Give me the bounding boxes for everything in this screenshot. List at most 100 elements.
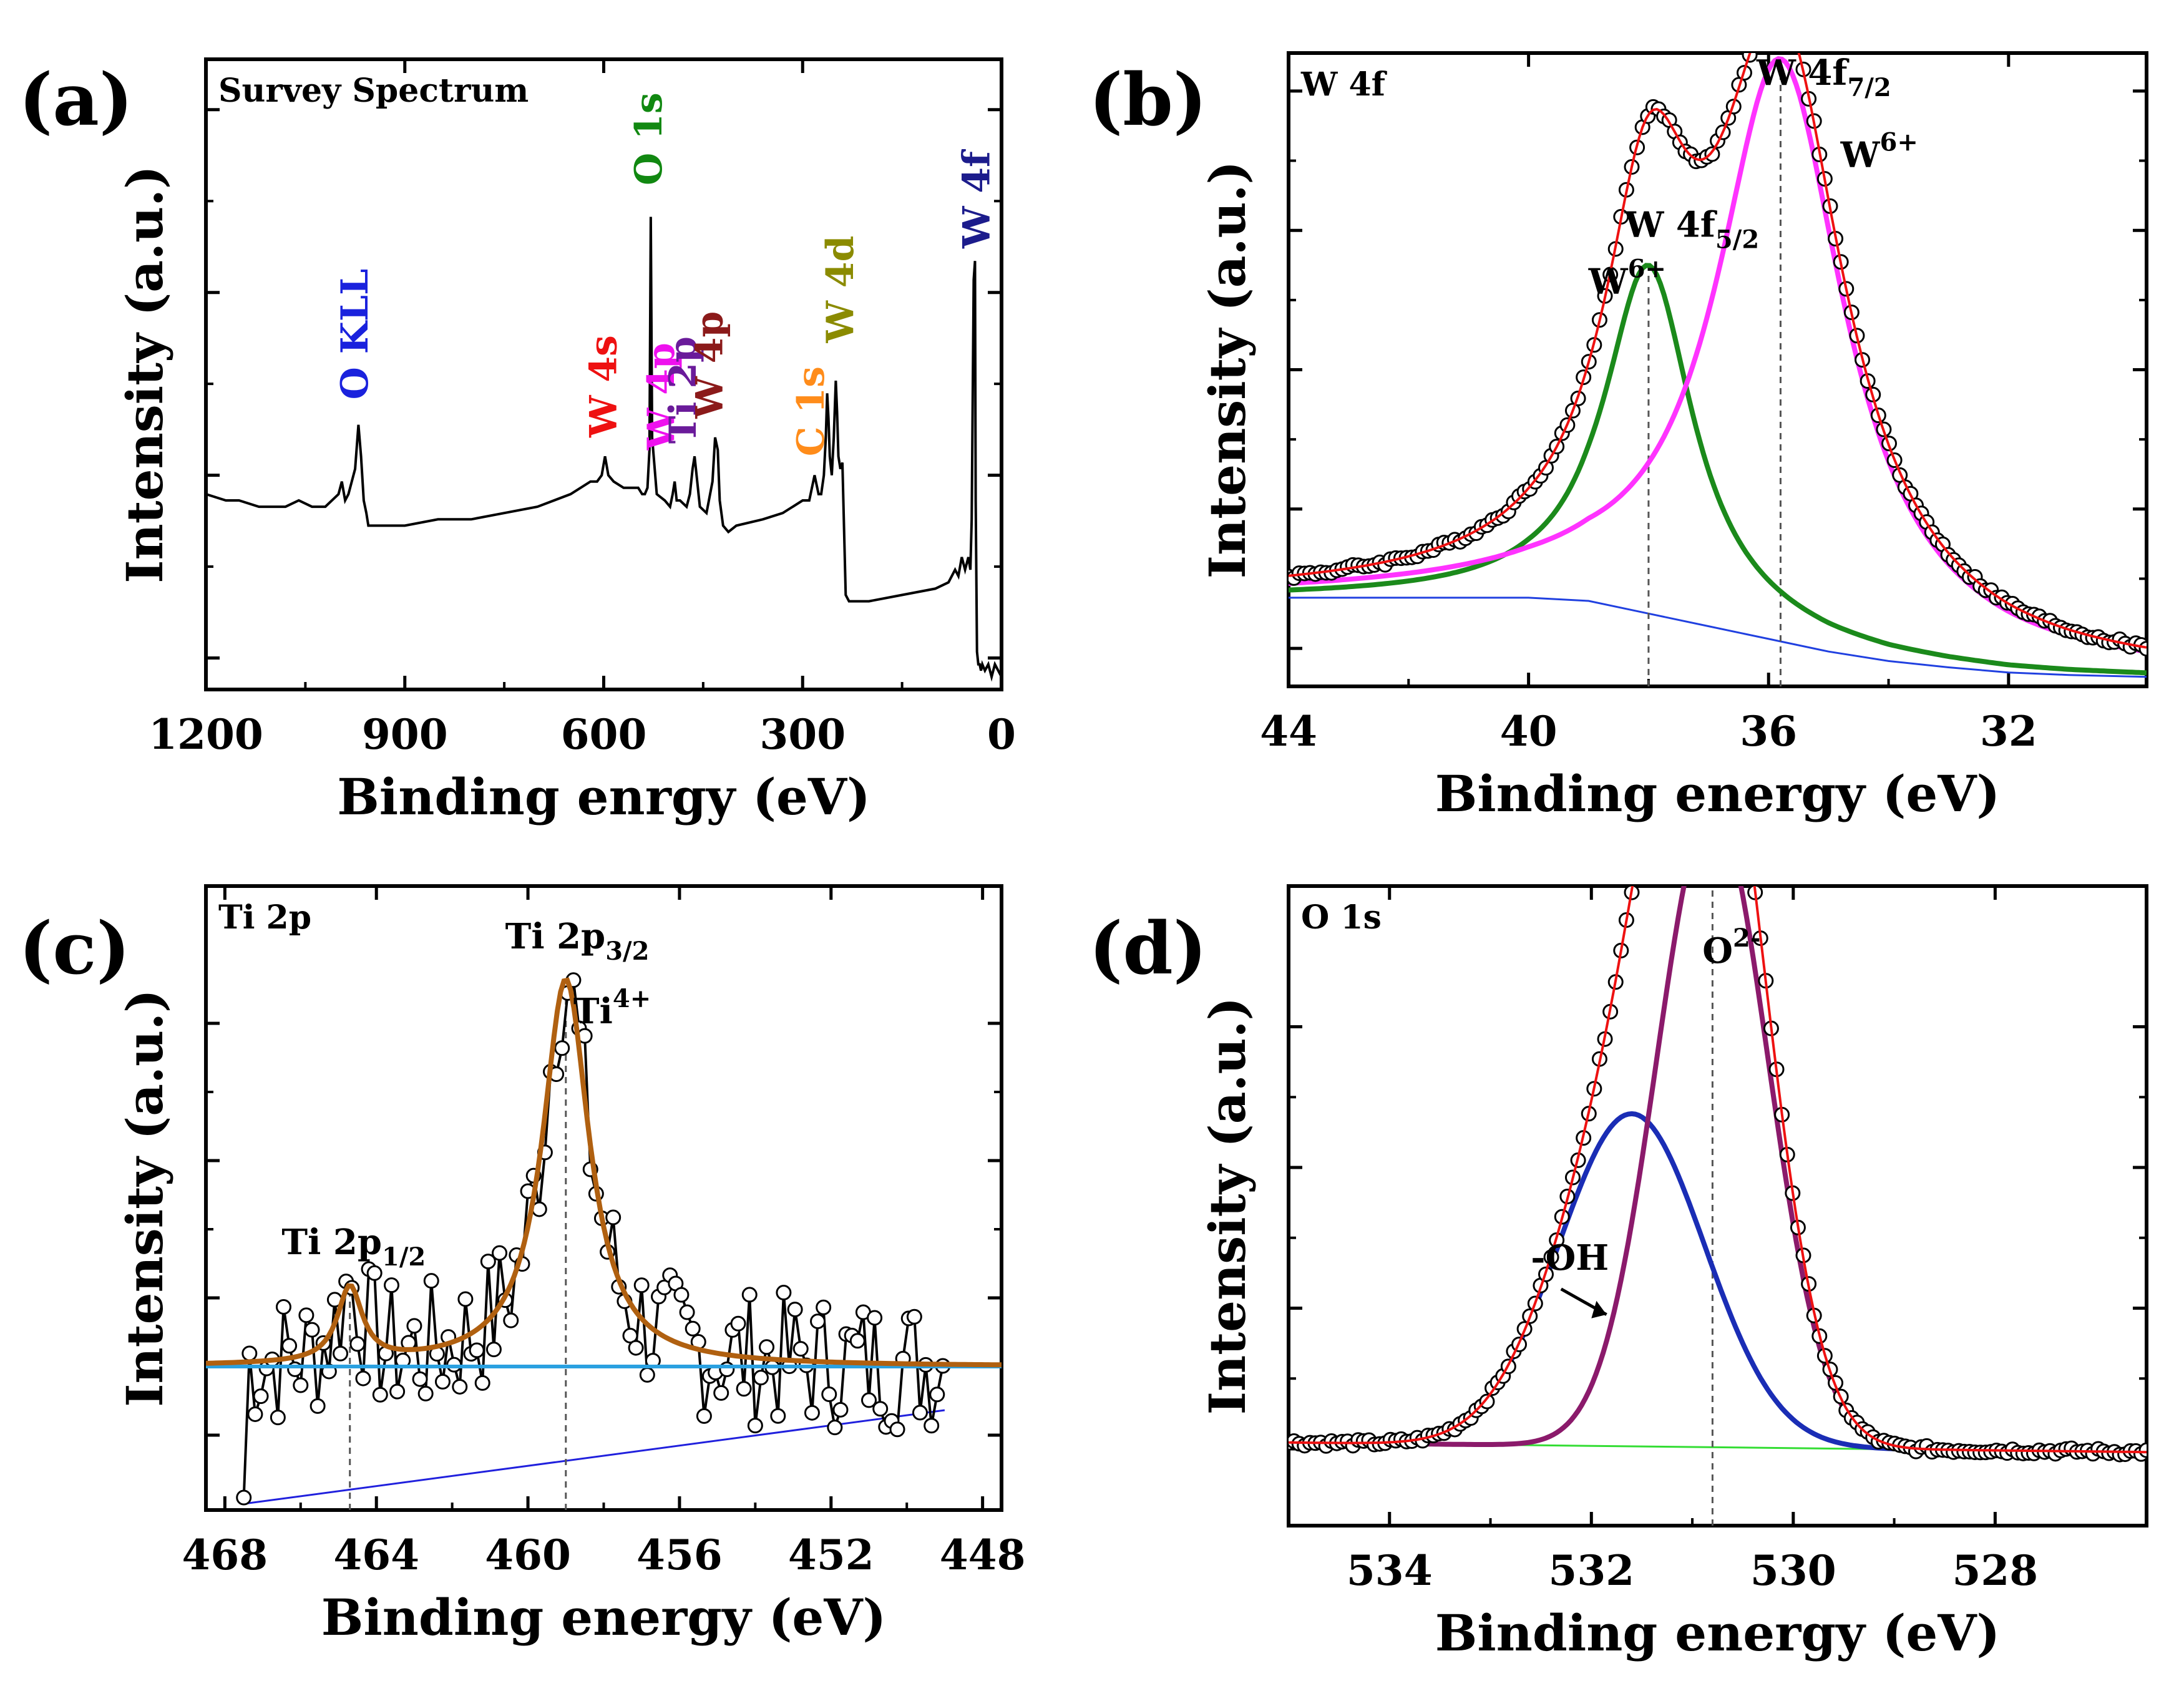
data-point xyxy=(1780,13,1794,27)
peak-label: W 4f7/2 xyxy=(1756,52,1891,102)
data-point xyxy=(792,1341,809,1357)
x-tick-label: 32 xyxy=(1980,707,2037,756)
data-point xyxy=(293,1377,309,1393)
data-point xyxy=(804,1405,820,1421)
data-point xyxy=(747,1418,763,1434)
peak-label: W 4f5/2 xyxy=(1624,204,1759,254)
x-tick-label: 464 xyxy=(333,1531,419,1579)
data-point xyxy=(849,1333,865,1349)
x-tick-label: 452 xyxy=(788,1531,874,1579)
data-point xyxy=(281,1338,298,1354)
data-point xyxy=(816,1299,832,1315)
peak-label: W 4p xyxy=(640,343,683,451)
data-point xyxy=(304,1322,320,1338)
x-tick-label: 528 xyxy=(1952,1546,2038,1595)
data-point xyxy=(924,1418,940,1434)
x-axis-label: Binding energy (eV) xyxy=(321,1588,887,1647)
data-point xyxy=(685,1320,701,1337)
x-tick-label: 300 xyxy=(759,710,846,759)
component-peak xyxy=(1289,263,2147,676)
peak-label: Ti4+ xyxy=(573,984,651,1032)
data-point xyxy=(1689,602,1703,615)
data-point xyxy=(469,1342,485,1358)
data-point xyxy=(1711,638,1725,652)
data-point xyxy=(253,1388,269,1405)
x-axis-label: Binding energy (eV) xyxy=(1435,1604,2001,1662)
data-point xyxy=(1786,25,1800,39)
peak-label: O2- xyxy=(1702,923,1760,972)
peak-label: W 4s xyxy=(582,335,626,438)
data-point xyxy=(827,1420,843,1436)
plot-area xyxy=(1289,0,2147,686)
y-axis-label: Intensity (a.u.) xyxy=(115,165,174,583)
x-tick-label: 532 xyxy=(1548,1546,1634,1595)
data-point xyxy=(333,1345,349,1362)
x-tick-label: 600 xyxy=(561,710,647,759)
x-tick-label: 534 xyxy=(1347,1546,1433,1595)
peak-label: W6+ xyxy=(1840,128,1918,176)
data-point xyxy=(1668,651,1682,665)
data-point xyxy=(1770,0,1783,12)
x-axis-label: Binding energy (eV) xyxy=(1435,764,2001,823)
data-point xyxy=(776,1285,792,1301)
panel-title: W 4f xyxy=(1300,66,1388,104)
data-point xyxy=(1775,1,1789,15)
x-tick-label: 448 xyxy=(940,1531,1026,1579)
panel-d: (d) 534 532 530 528 Binding energy (eV) Intens… xyxy=(1089,602,2148,1662)
data-point xyxy=(275,1299,291,1315)
data-point xyxy=(736,1381,752,1397)
data-point xyxy=(730,1315,746,1332)
y-axis-label: Intensity (a.u.) xyxy=(1198,997,1257,1415)
data-point xyxy=(889,1421,905,1438)
data-point xyxy=(912,1405,928,1421)
data-point xyxy=(423,1273,439,1289)
data-point xyxy=(1479,1393,1495,1410)
data-point xyxy=(1727,719,1740,733)
data-point xyxy=(673,1287,690,1303)
panel-title: Survey Spectrum xyxy=(218,72,529,110)
data-point xyxy=(434,1373,451,1390)
data-point xyxy=(1700,611,1714,625)
peak-label: Ti 2p1/2 xyxy=(281,1222,426,1272)
data-point xyxy=(1748,33,1762,47)
data-point xyxy=(628,1340,644,1356)
data-point xyxy=(236,1489,252,1506)
data-point xyxy=(1652,731,1665,745)
plot-area xyxy=(1289,602,2147,1526)
data-point xyxy=(406,1318,422,1334)
data-point xyxy=(412,1371,428,1387)
peak-label: Ti 2p xyxy=(661,336,705,444)
fit-envelope xyxy=(206,977,1002,1368)
plot-area xyxy=(206,972,1002,1510)
data-point xyxy=(270,1410,286,1426)
panel-title: O 1s xyxy=(1301,899,1382,937)
data-point xyxy=(389,1383,406,1400)
data-point xyxy=(929,1386,945,1403)
component-peak xyxy=(1289,1111,2147,1455)
data-point xyxy=(310,1398,326,1414)
x-tick-label: 460 xyxy=(485,1531,571,1579)
data-point xyxy=(1695,602,1709,615)
data-point xyxy=(485,1342,502,1358)
data-point xyxy=(872,1401,889,1417)
data-point xyxy=(1764,0,1778,13)
data-point xyxy=(1716,660,1730,673)
plot-frame xyxy=(1287,884,2148,1528)
component-peak xyxy=(1289,886,2147,1455)
data-point xyxy=(417,1385,434,1401)
data-point xyxy=(867,1310,883,1326)
x-tick-label: 456 xyxy=(636,1531,723,1579)
peak-label: C 1s xyxy=(789,366,833,456)
data-point xyxy=(1673,630,1687,644)
data-point xyxy=(1631,853,1644,867)
data-point xyxy=(474,1375,490,1391)
data-point xyxy=(1759,11,1773,24)
data-point xyxy=(2138,641,2147,657)
data-point xyxy=(639,1367,655,1383)
data-point xyxy=(770,1408,786,1424)
data-point xyxy=(821,1386,837,1403)
data-point xyxy=(366,1265,383,1281)
peak-label: W 4d xyxy=(819,236,862,344)
data-point xyxy=(679,1304,695,1320)
data-point xyxy=(1743,837,1757,850)
